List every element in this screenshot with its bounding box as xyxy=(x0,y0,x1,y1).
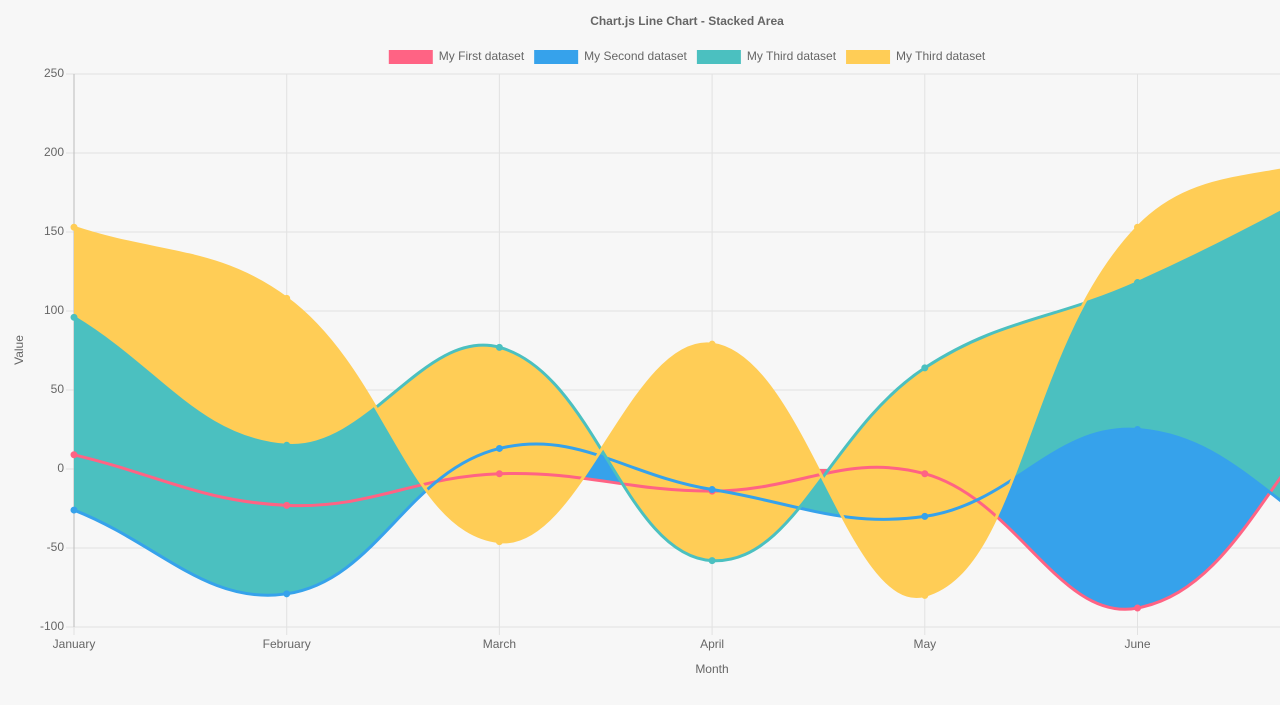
point xyxy=(495,343,503,351)
area xyxy=(74,170,1280,597)
x-tick-label: May xyxy=(913,637,936,651)
point xyxy=(708,486,716,494)
point xyxy=(70,223,78,231)
point xyxy=(283,501,291,509)
point xyxy=(70,506,78,514)
y-tick-label: -50 xyxy=(47,540,65,554)
line xyxy=(73,168,1280,598)
point xyxy=(708,340,716,348)
legend-item: My Third dataset xyxy=(696,49,837,64)
point xyxy=(283,294,291,302)
legend-label: My Third dataset xyxy=(896,49,986,63)
point xyxy=(70,313,78,321)
legend: My First dataset My Second dataset My Thir… xyxy=(388,49,986,64)
point xyxy=(1134,604,1141,612)
point xyxy=(495,538,503,546)
y-tick-label: 0 xyxy=(57,461,64,475)
legend-swatch xyxy=(696,50,741,64)
point xyxy=(921,591,929,599)
area xyxy=(74,212,1280,596)
legend-label: My Second dataset xyxy=(584,49,687,63)
point xyxy=(70,451,78,459)
y-tick-label: 50 xyxy=(51,382,65,396)
legend-item: My First dataset xyxy=(388,49,525,64)
x-axis-title: Month xyxy=(695,662,728,676)
point xyxy=(921,512,929,520)
point xyxy=(283,590,291,598)
legend-item: My Third dataset xyxy=(846,49,986,64)
x-tick-label: February xyxy=(263,637,311,651)
point xyxy=(495,444,503,452)
point xyxy=(708,557,716,565)
legend-swatch xyxy=(534,50,579,64)
y-tick-label: 250 xyxy=(44,66,64,80)
point xyxy=(921,364,929,372)
y-tick-label: 100 xyxy=(44,303,64,317)
point xyxy=(283,441,291,449)
x-tick-label: April xyxy=(700,637,724,651)
y-tick-label: -100 xyxy=(40,619,64,633)
x-tick-label: January xyxy=(53,637,96,651)
y-axis-title: Value xyxy=(12,335,26,365)
point xyxy=(921,470,929,478)
legend-swatch xyxy=(846,50,891,64)
x-tick-label: March xyxy=(483,637,516,651)
y-tick-label: 200 xyxy=(44,145,64,159)
point xyxy=(1134,223,1141,231)
legend-swatch xyxy=(388,50,433,64)
chart-title: Chart.js Line Chart - Stacked Area xyxy=(590,14,784,28)
point xyxy=(1134,426,1141,433)
point xyxy=(495,470,503,478)
legend-label: My First dataset xyxy=(439,49,525,63)
point xyxy=(1134,279,1141,287)
line xyxy=(73,453,1280,611)
y-tick-label: 150 xyxy=(44,224,64,238)
plot-area xyxy=(70,168,1280,612)
legend-label: My Third dataset xyxy=(747,49,837,63)
legend-item: My Second dataset xyxy=(534,49,688,64)
x-tick-label: June xyxy=(1124,637,1150,651)
